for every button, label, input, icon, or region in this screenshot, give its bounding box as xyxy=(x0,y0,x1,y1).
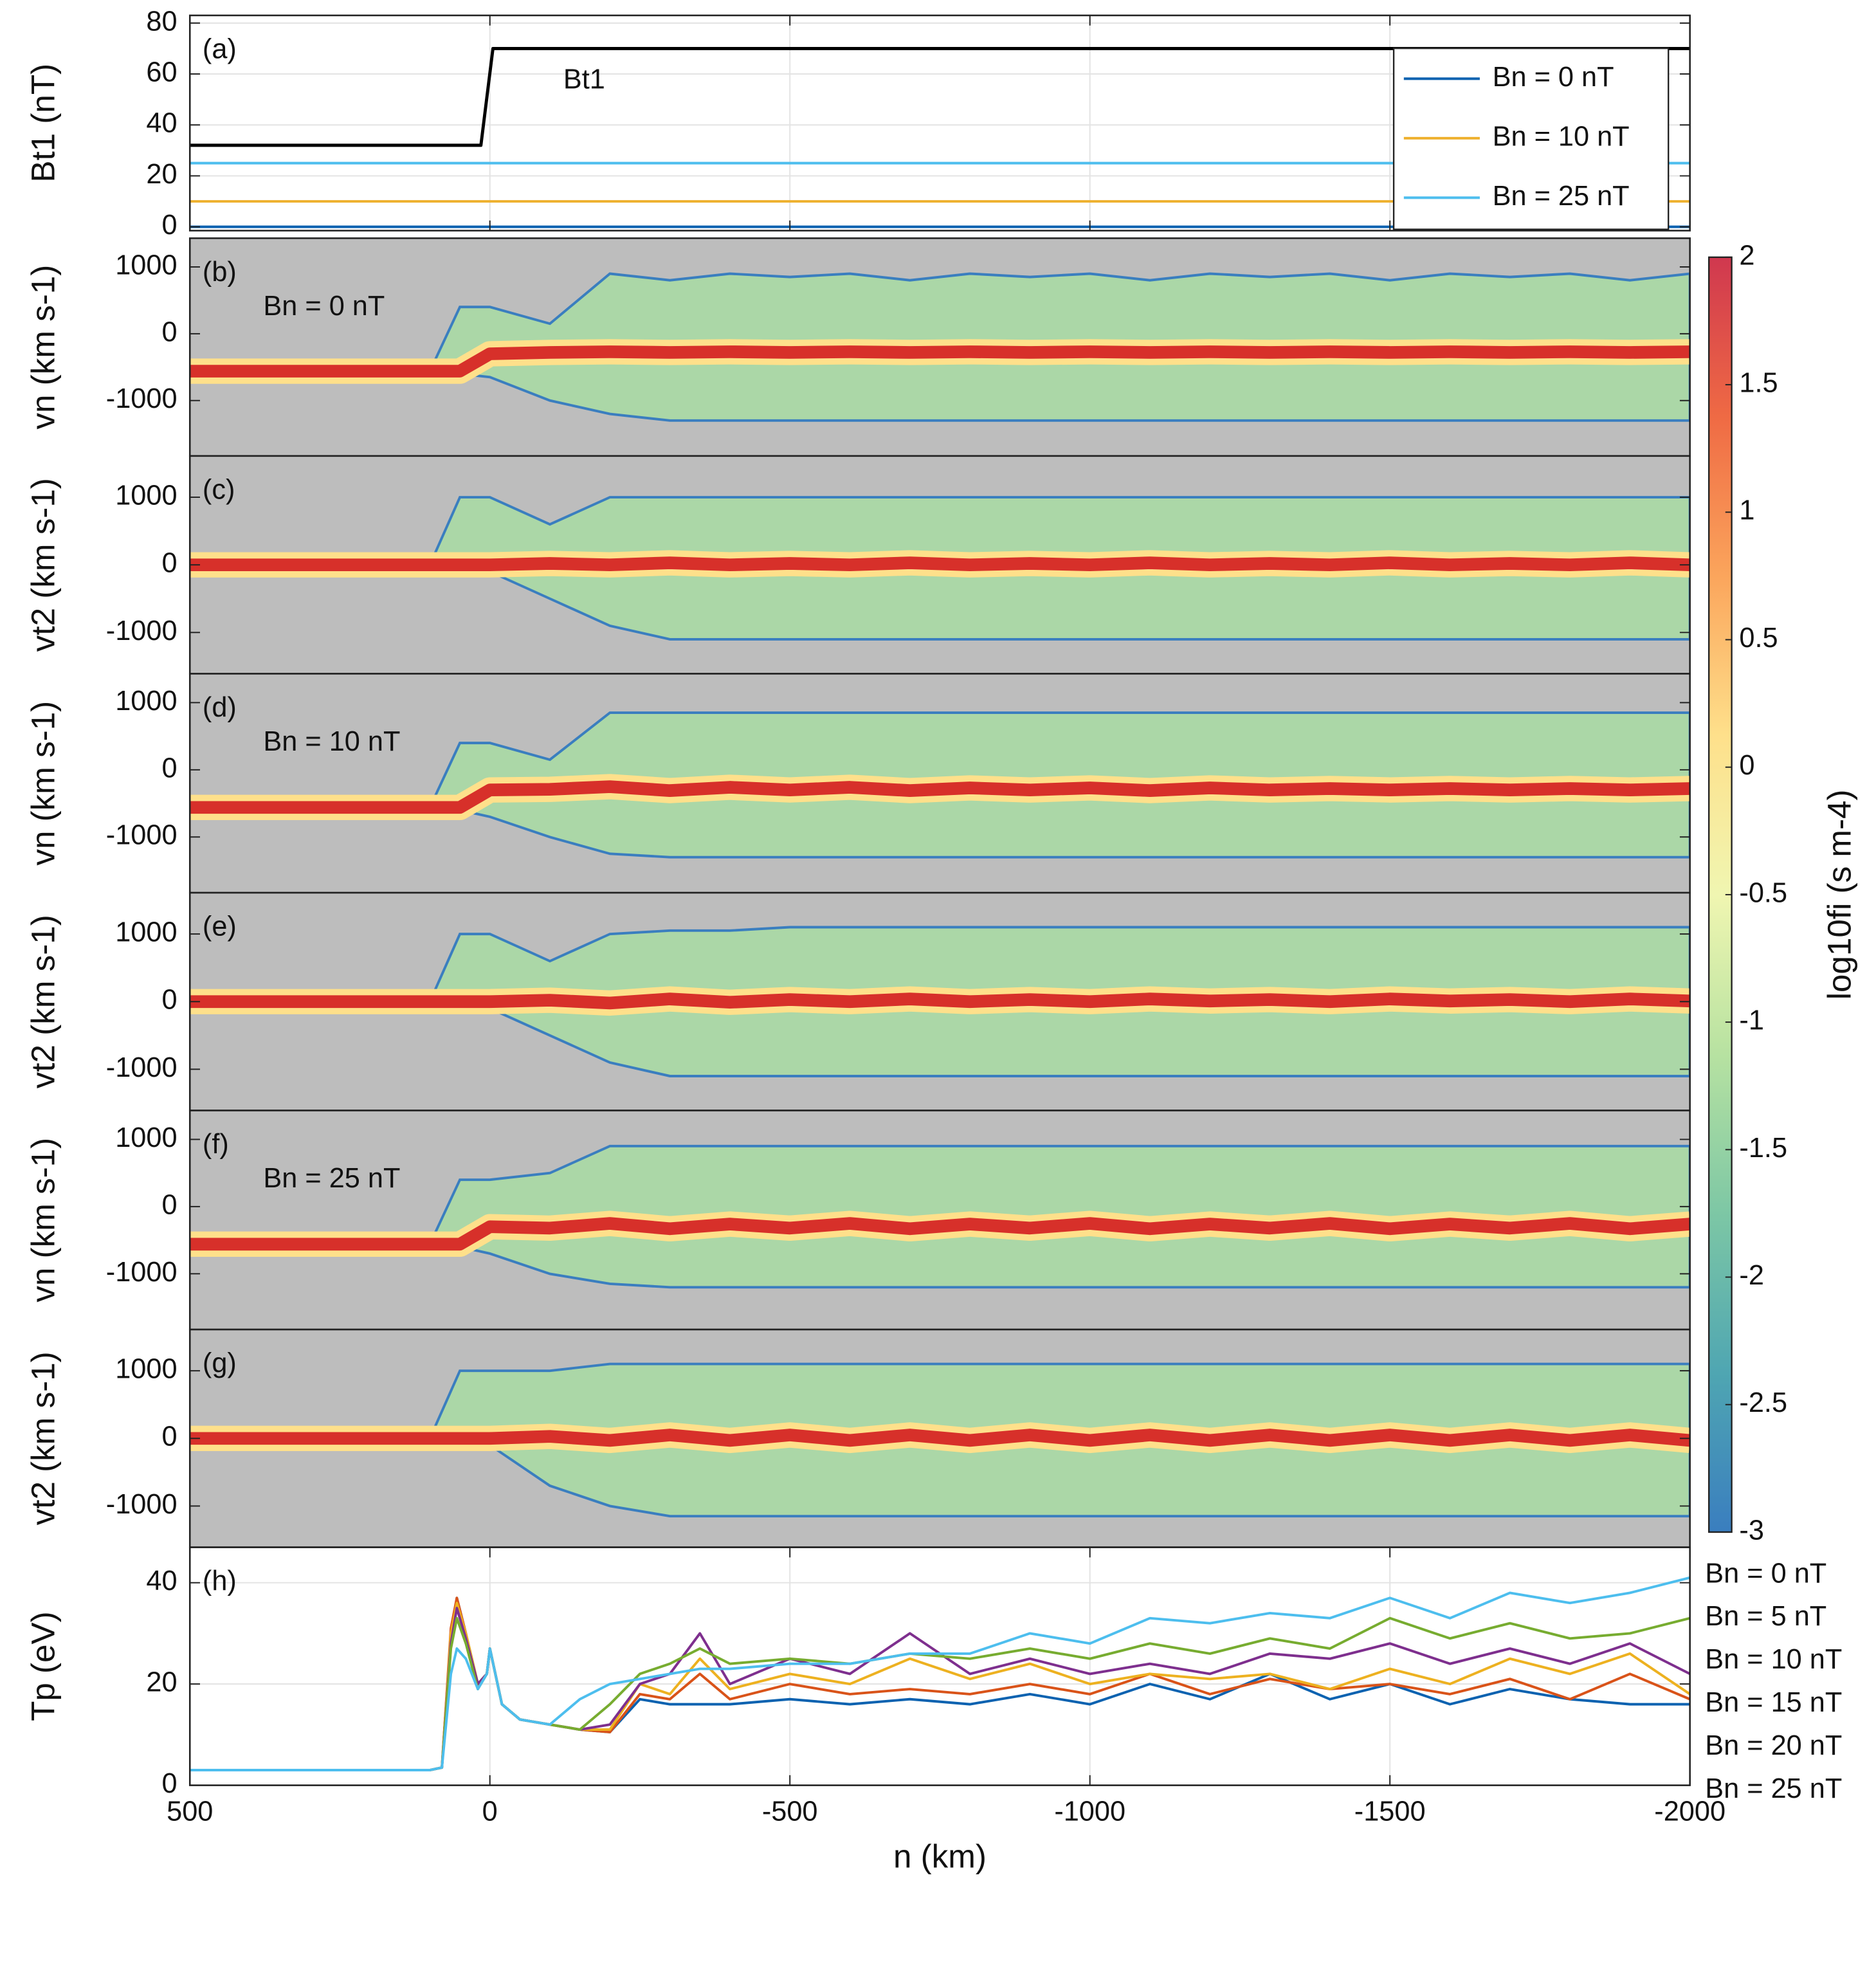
y-axis-label: vn (km s-1) xyxy=(24,265,61,430)
y-tick-label: 0 xyxy=(161,1189,177,1220)
y-tick-label: 0 xyxy=(161,753,177,783)
legend-label: Bn = 15 nT xyxy=(1705,1687,1842,1718)
plot-area xyxy=(190,1547,1690,1786)
colorbar-tick-label: -2 xyxy=(1739,1260,1764,1291)
legend-label: Bn = 25 nT xyxy=(1493,181,1630,212)
plot-area xyxy=(190,673,1690,893)
legend-label: Bn = 10 nT xyxy=(1493,121,1630,152)
y-axis-label: vt2 (km s-1) xyxy=(24,1351,61,1525)
colorbar-tick-label: 0 xyxy=(1739,750,1754,781)
x-tick-label: -2000 xyxy=(1654,1796,1726,1827)
core-beam xyxy=(190,556,1690,572)
y-axis-label: vn (km s-1) xyxy=(24,701,61,866)
y-tick-label: -1000 xyxy=(106,1257,178,1288)
y-tick-label: 0 xyxy=(161,548,177,579)
y-tick-label: -1000 xyxy=(106,1052,178,1083)
y-tick-label: 20 xyxy=(146,159,177,190)
y-tick-label: 80 xyxy=(146,6,177,37)
y-tick-label: 0 xyxy=(161,1768,177,1799)
core-beam xyxy=(190,780,1690,814)
y-tick-label: 40 xyxy=(146,1566,177,1596)
core-beam xyxy=(190,992,1690,1010)
plot-area xyxy=(190,238,1690,456)
panel-label: (e) xyxy=(203,911,237,942)
colorbar-label: log10fi (s m-4) xyxy=(1821,789,1857,1000)
legend-label: Bn = 0 nT xyxy=(1493,62,1614,93)
series-line xyxy=(190,1616,1690,1771)
legend-label: Bn = 0 nT xyxy=(1705,1558,1826,1589)
y-tick-label: 1000 xyxy=(115,686,177,717)
legend-label: Bn = 5 nT xyxy=(1705,1601,1826,1632)
y-axis-label: Bt1 (nT) xyxy=(24,64,61,183)
colorbar-tick-label: 0.5 xyxy=(1739,623,1778,653)
x-axis-label: n (km) xyxy=(893,1838,987,1874)
y-tick-label: 0 xyxy=(161,210,177,241)
colorbar-tick-label: -0.5 xyxy=(1739,877,1787,908)
panel-label: (b) xyxy=(203,257,237,288)
plot-area xyxy=(190,1110,1690,1330)
colorbar-tick-label: 1 xyxy=(1739,495,1754,526)
x-tick-label: -1500 xyxy=(1354,1796,1426,1827)
axes-frame xyxy=(188,1546,1691,1786)
y-tick-label: 0 xyxy=(161,985,177,1016)
plot-area xyxy=(190,892,1690,1111)
x-tick-label: -500 xyxy=(762,1796,818,1827)
y-axis-label: Tp (eV) xyxy=(24,1611,61,1721)
y-tick-label: -1000 xyxy=(106,820,178,851)
y-tick-label: 40 xyxy=(146,108,177,139)
colorbar-tick-label: -1 xyxy=(1739,1005,1764,1036)
core-beam xyxy=(190,345,1690,378)
plot-area xyxy=(190,1330,1690,1548)
colorbar-tick-label: -3 xyxy=(1739,1515,1764,1546)
colorbar-tick-label: 2 xyxy=(1739,240,1754,271)
core-beam xyxy=(190,1429,1690,1447)
colorbar-tick-label: -2.5 xyxy=(1739,1387,1787,1418)
panel-label: (c) xyxy=(203,474,235,505)
panel-label: (h) xyxy=(203,1566,237,1596)
axes-frame xyxy=(188,14,1691,232)
x-tick-label: -1000 xyxy=(1054,1796,1125,1827)
colorbar-tick-label: -1.5 xyxy=(1739,1133,1787,1164)
y-tick-label: 60 xyxy=(146,57,177,87)
x-tick-label: 0 xyxy=(482,1796,498,1827)
annotation: Bn = 10 nT xyxy=(263,726,400,757)
line-annotation: Bt1 xyxy=(563,64,605,95)
y-tick-label: -1000 xyxy=(106,616,178,646)
y-tick-label: 1000 xyxy=(115,250,177,280)
y-tick-label: -1000 xyxy=(106,1489,178,1520)
y-tick-label: 1000 xyxy=(115,1354,177,1385)
y-tick-label: 1000 xyxy=(115,480,177,511)
plot-area xyxy=(190,455,1690,674)
y-tick-label: 0 xyxy=(161,316,177,347)
legend-label: Bn = 25 nT xyxy=(1705,1773,1842,1804)
series-line xyxy=(190,1607,1690,1771)
y-axis-label: vt2 (km s-1) xyxy=(24,478,61,652)
y-tick-label: 1000 xyxy=(115,1122,177,1153)
legend-label: Bn = 10 nT xyxy=(1705,1644,1842,1675)
series-line xyxy=(190,1602,1690,1771)
series-line xyxy=(190,1576,1690,1771)
panel-label: (f) xyxy=(203,1129,229,1160)
y-tick-label: -1000 xyxy=(106,383,178,414)
y-tick-label: 20 xyxy=(146,1667,177,1698)
y-axis-label: vn (km s-1) xyxy=(24,1138,61,1302)
panel-label: (d) xyxy=(203,692,237,723)
y-axis-label: vt2 (km s-1) xyxy=(24,915,61,1088)
panel-label: (a) xyxy=(203,34,237,65)
legend-label: Bn = 20 nT xyxy=(1705,1730,1842,1761)
x-tick-label: 500 xyxy=(167,1796,213,1827)
series-line xyxy=(190,47,1690,147)
y-tick-label: 1000 xyxy=(115,917,177,948)
annotation: Bn = 0 nT xyxy=(263,291,385,322)
core-beam xyxy=(190,1217,1690,1251)
colorbar-tick-label: 1.5 xyxy=(1739,368,1778,399)
panel-label: (g) xyxy=(203,1348,237,1379)
y-tick-label: 0 xyxy=(161,1421,177,1452)
annotation: Bn = 25 nT xyxy=(263,1163,400,1194)
